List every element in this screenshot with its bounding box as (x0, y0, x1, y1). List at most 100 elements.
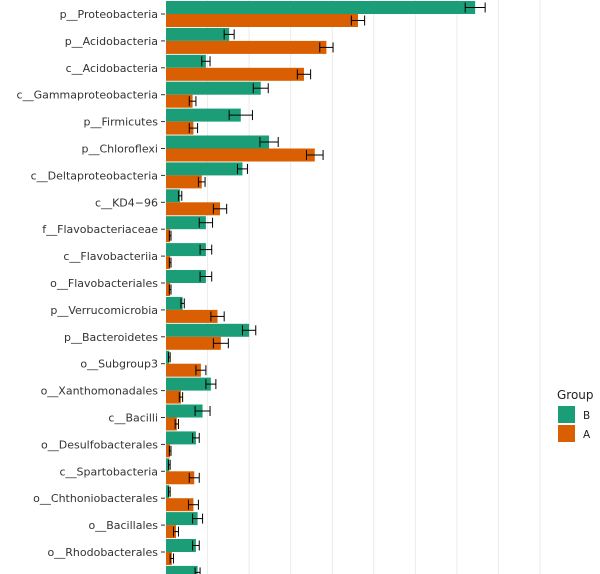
bar-a (166, 336, 221, 350)
error-bar (198, 217, 214, 228)
bar-a (166, 525, 176, 539)
y-tick-label: c__KD4−96 (95, 196, 158, 209)
y-tick-label: o__Bacillales (88, 519, 158, 532)
y-tick-label: o__Chthoniobacterales (33, 492, 158, 505)
bar-b (166, 162, 243, 176)
bar-b (166, 216, 206, 230)
bar-a (166, 67, 304, 81)
y-tick-label: p__Chloroflexi (81, 143, 158, 156)
bar-b (166, 270, 206, 283)
error-bar (296, 69, 312, 80)
legend-key-a (558, 425, 575, 442)
bar-b (166, 404, 203, 418)
bar-a (166, 283, 171, 296)
error-bar (167, 352, 171, 363)
bar-a (166, 94, 193, 108)
bar-a (166, 175, 202, 189)
y-tick-label: c__Gammaproteobacteria (17, 89, 158, 102)
error-bar (192, 540, 200, 551)
bar-b (166, 108, 241, 122)
error-bar (195, 365, 207, 376)
bar-b (166, 243, 206, 257)
error-bar (187, 499, 199, 510)
error-bar (228, 110, 253, 121)
bar-a (166, 498, 194, 512)
y-tick-label: p__Bacteroidetes (64, 331, 158, 344)
y-tick-label: p__Acidobacteria (65, 35, 158, 48)
error-bar (178, 392, 184, 403)
error-bar (188, 472, 200, 483)
error-bar (464, 2, 486, 13)
y-tick-label: o__Xanthomonadales (41, 385, 159, 398)
legend-label-b: B (583, 410, 590, 422)
bar-a (166, 14, 358, 27)
bar-a (166, 390, 181, 404)
y-tick-label: c__Deltaproteobacteria (31, 169, 158, 182)
error-bar (177, 190, 183, 201)
error-bar (192, 432, 200, 443)
bar-b (166, 458, 170, 472)
bar-a (166, 40, 327, 54)
bar-a (166, 309, 218, 323)
y-tick-label: p__Verrucomicrobia (50, 304, 158, 317)
error-bar (174, 419, 179, 429)
y-tick-label: c__Spartobacteria (60, 465, 159, 478)
legend-title: Group (557, 388, 594, 402)
error-bar (199, 244, 213, 255)
bar-b (166, 296, 183, 310)
error-bar (169, 553, 174, 564)
error-bars (167, 2, 486, 574)
bar-a (166, 121, 194, 135)
bar-a (166, 256, 171, 270)
error-bar (180, 298, 185, 309)
y-tick-label: c__Acidobacteria (66, 62, 158, 75)
error-bar (194, 406, 211, 416)
error-bar (197, 176, 206, 187)
bar-b (166, 431, 196, 445)
y-tick-label: c__Bacilli (108, 412, 158, 425)
bar-a (166, 202, 221, 216)
bar-b (166, 539, 196, 552)
bar-a (166, 229, 171, 243)
legend-key-b (558, 406, 575, 423)
error-bar (212, 203, 228, 214)
y-tick-label: p__Firmicutes (84, 116, 159, 129)
error-bar (210, 311, 225, 322)
error-bar (188, 123, 199, 134)
y-tick-label: o__Rhodobacterales (48, 546, 159, 559)
legend: Group B A (557, 388, 594, 442)
y-tick-label: o__Flavobacteriales (50, 277, 158, 290)
bar-a (166, 444, 171, 458)
error-bar (199, 271, 213, 282)
bar-b (166, 189, 181, 203)
error-bar (223, 29, 235, 40)
error-bar (252, 83, 269, 94)
y-axis: p__Proteobacteria p__Acidobacteria c__Acid… (17, 8, 165, 559)
error-bar (259, 137, 279, 147)
y-tick-label: o__Subgroup3 (80, 358, 158, 371)
bar-a (166, 552, 172, 565)
bar-b (166, 27, 230, 41)
error-bar (241, 325, 257, 336)
legend-label-a: A (583, 429, 591, 441)
error-bar (236, 163, 248, 174)
y-tick-label: o__Desulfobacterales (41, 438, 158, 451)
error-bar (167, 486, 171, 497)
error-bar (194, 567, 201, 574)
error-bar (350, 15, 366, 26)
error-bar (305, 150, 324, 160)
error-bar (168, 284, 172, 295)
bar-a (166, 363, 201, 377)
bar-b (166, 350, 170, 364)
error-bar (205, 379, 217, 390)
y-tick-label: p__Proteobacteria (60, 8, 158, 21)
error-bar (192, 513, 204, 524)
error-bar (188, 96, 197, 107)
error-bar (201, 56, 211, 67)
error-bar (168, 257, 172, 268)
bar-a (166, 417, 177, 431)
y-tick-label: f__Flavobacteriaceae (42, 223, 158, 236)
error-bar (172, 526, 179, 537)
bar-b (166, 54, 206, 68)
